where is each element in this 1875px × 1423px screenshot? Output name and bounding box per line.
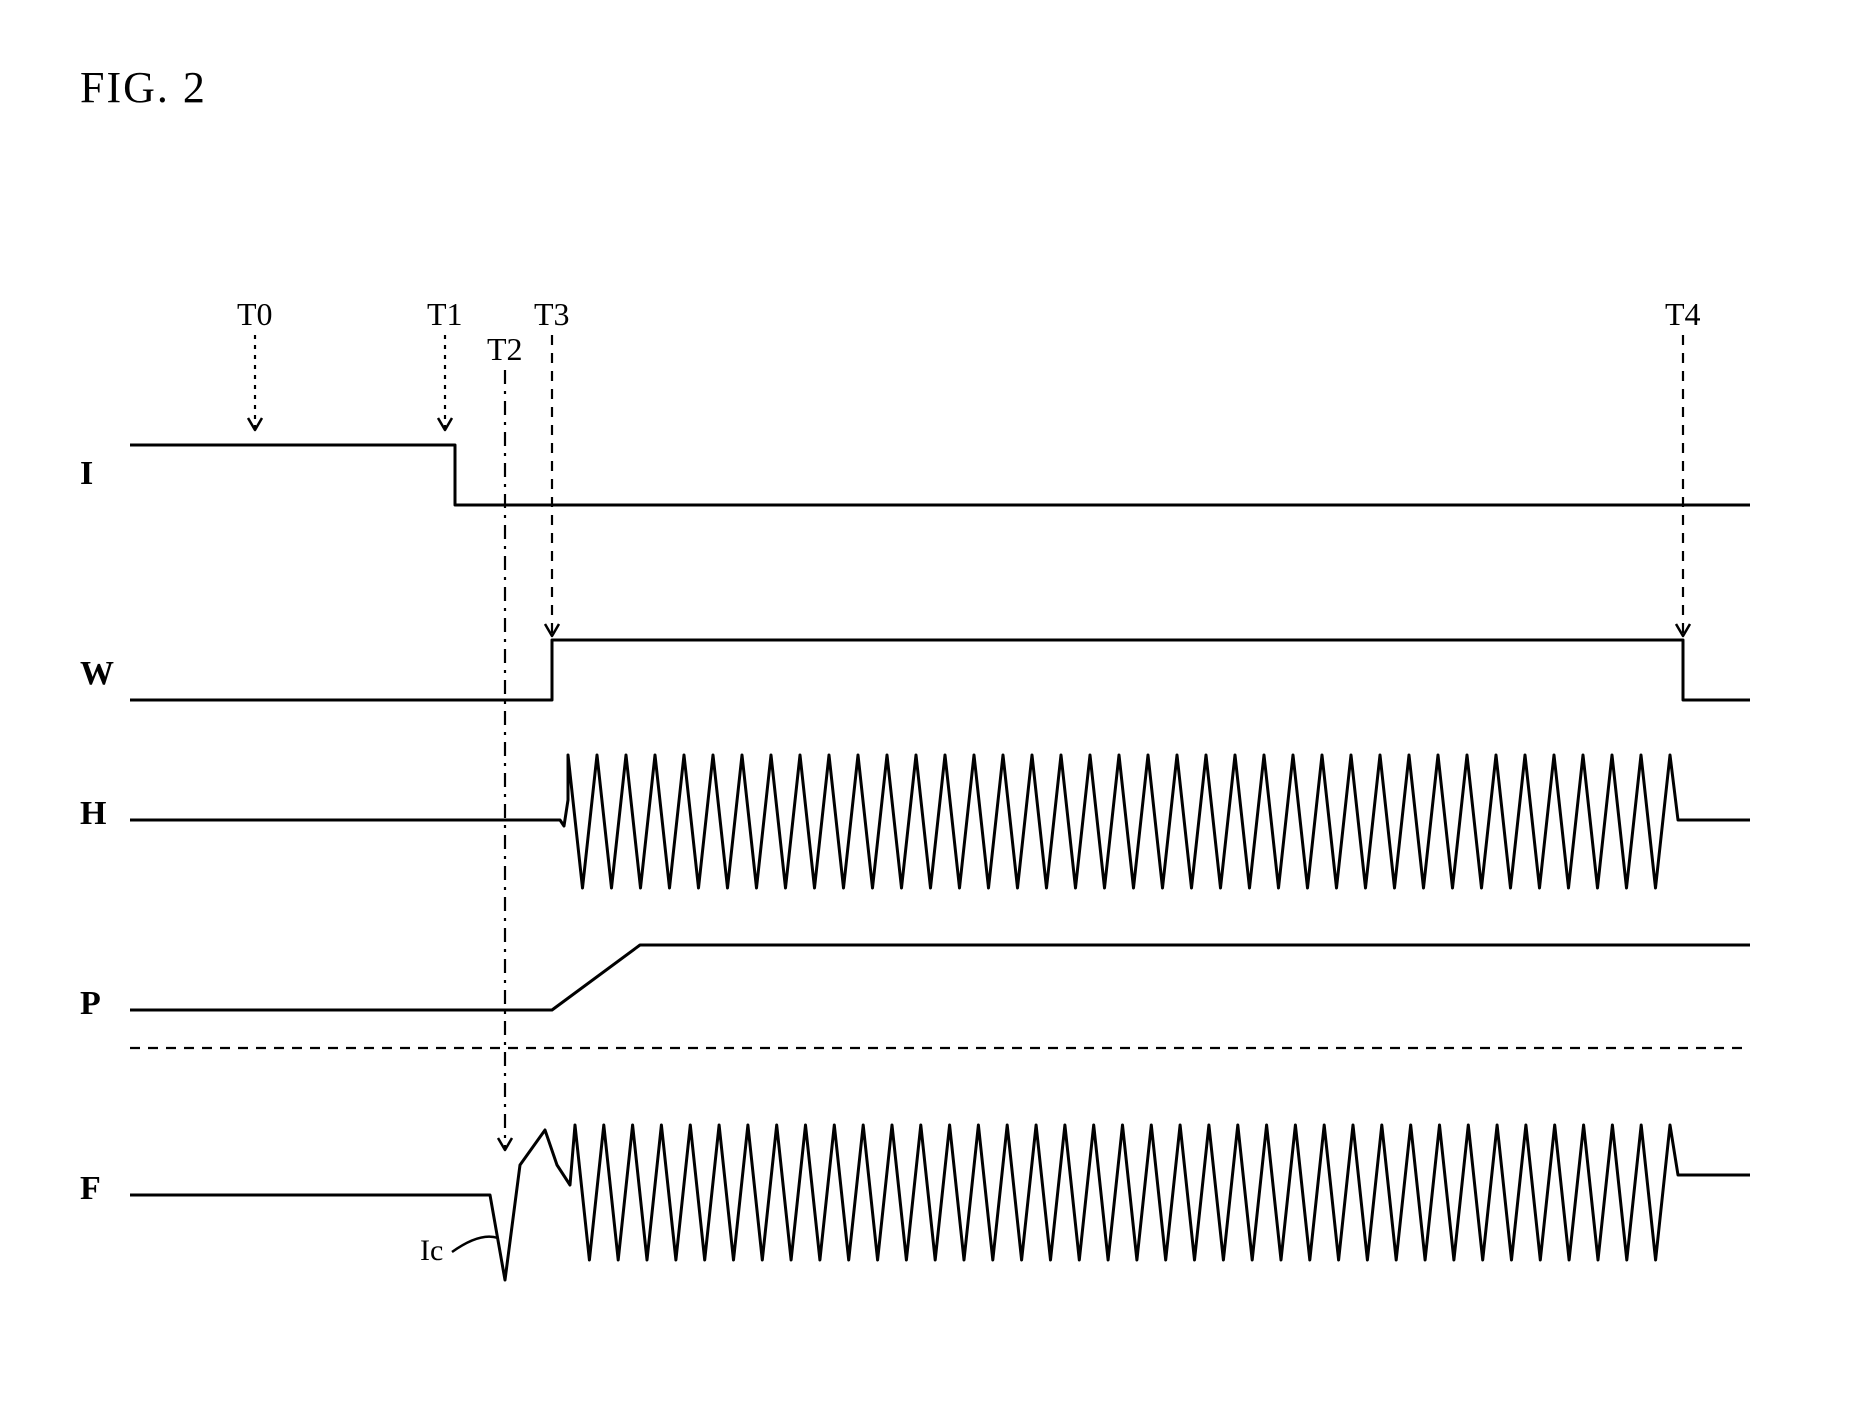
svg-text:P: P xyxy=(80,985,101,1022)
svg-text:T1: T1 xyxy=(427,296,463,332)
svg-text:W: W xyxy=(80,655,114,692)
svg-text:H: H xyxy=(80,795,106,832)
svg-text:T2: T2 xyxy=(487,331,523,367)
svg-text:I: I xyxy=(80,455,93,492)
svg-text:Ic: Ic xyxy=(420,1234,443,1267)
svg-text:F: F xyxy=(80,1170,101,1207)
svg-text:T4: T4 xyxy=(1665,296,1701,332)
svg-text:T3: T3 xyxy=(534,296,570,332)
svg-text:T0: T0 xyxy=(237,296,273,332)
timing-diagram: T0 T1 T2 T3 T4 I W H P F Ic xyxy=(0,0,1875,1423)
